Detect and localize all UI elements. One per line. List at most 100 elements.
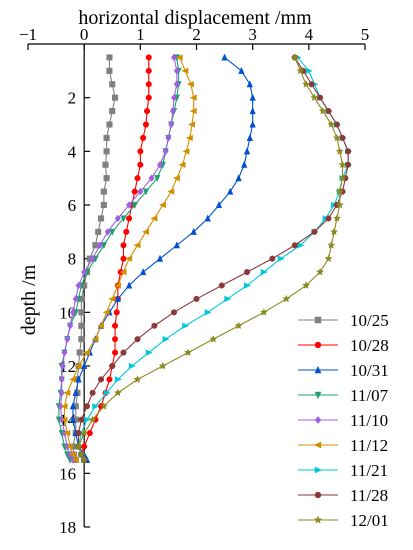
series-11-28 (75, 54, 352, 463)
data-point (67, 321, 74, 330)
data-point (69, 402, 77, 410)
data-point (113, 309, 120, 316)
data-point (249, 93, 256, 101)
data-point (173, 241, 181, 249)
data-point (112, 94, 119, 101)
data-point (95, 228, 102, 235)
data-point (89, 254, 96, 263)
data-point (133, 375, 142, 383)
data-point (314, 391, 322, 400)
data-point (311, 228, 318, 235)
data-point (345, 161, 352, 168)
data-point (109, 228, 116, 236)
legend-item: 11/28 (298, 486, 388, 505)
legend-label: 10/28 (350, 336, 389, 355)
series-line (77, 57, 349, 461)
data-point (142, 121, 149, 128)
data-point (97, 376, 105, 383)
legend-item: 11/07 (298, 386, 389, 405)
data-point (310, 93, 319, 102)
data-point (137, 148, 144, 155)
x-tick-label: 1 (136, 25, 145, 44)
legend-label: 11/10 (350, 411, 388, 430)
data-point (332, 214, 341, 222)
data-point (153, 175, 161, 183)
data-point (235, 174, 242, 182)
series-line (77, 57, 344, 461)
data-point (78, 309, 85, 316)
data-point (61, 348, 68, 357)
data-point (204, 214, 211, 222)
data-point (119, 268, 127, 276)
data-point (187, 121, 196, 128)
data-point (68, 376, 76, 383)
data-point (96, 241, 104, 250)
legend-label: 11/21 (350, 461, 388, 480)
data-point (277, 255, 285, 262)
data-point (314, 416, 322, 424)
data-point (145, 349, 153, 356)
legend-item: 11/10 (298, 411, 388, 430)
data-point (173, 67, 180, 75)
data-point (80, 428, 89, 437)
data-point (114, 294, 122, 302)
data-point (238, 66, 245, 74)
data-point (260, 268, 268, 276)
data-point (81, 268, 88, 276)
data-point (83, 403, 91, 410)
data-point (75, 281, 82, 290)
data-point (141, 228, 149, 236)
data-point (102, 309, 110, 316)
data-point (335, 200, 344, 209)
data-point (134, 175, 141, 182)
data-point (178, 161, 186, 168)
data-point (345, 148, 352, 155)
series-line (63, 57, 195, 461)
y-tick-label: 14 (59, 411, 77, 430)
data-point (78, 416, 85, 423)
data-point (330, 227, 339, 236)
data-point (259, 308, 268, 316)
data-point (221, 53, 228, 61)
data-point (145, 81, 152, 88)
data-point (109, 108, 116, 115)
data-point (204, 309, 212, 316)
data-point (325, 215, 332, 222)
series-layer (55, 53, 353, 464)
data-point (313, 441, 322, 449)
data-point (80, 361, 88, 370)
data-point (120, 215, 127, 223)
data-point (72, 295, 79, 303)
data-point (185, 134, 193, 142)
data-point (170, 53, 178, 62)
data-point (58, 389, 65, 397)
y-tick-label: 18 (59, 518, 76, 537)
data-point (148, 174, 155, 182)
data-point (83, 416, 91, 423)
data-point (63, 389, 71, 397)
data-point (60, 416, 68, 423)
data-point (88, 415, 97, 424)
data-point (134, 336, 141, 343)
data-point (246, 80, 254, 88)
data-point (291, 242, 298, 249)
x-tick-label: 0 (80, 25, 89, 44)
data-point (125, 255, 133, 262)
data-point (78, 336, 85, 343)
data-point (189, 107, 197, 115)
data-point (181, 67, 189, 75)
data-point (114, 376, 122, 383)
data-point (102, 161, 109, 168)
data-point (241, 160, 248, 168)
data-point (318, 106, 327, 115)
data-point (168, 120, 175, 129)
data-point (131, 201, 138, 210)
data-point (97, 322, 105, 329)
data-point (175, 54, 183, 61)
legend-label: 10/25 (350, 311, 389, 330)
legend-label: 11/07 (350, 386, 389, 405)
data-point (114, 214, 121, 223)
series-11-21 (75, 54, 353, 464)
data-point (144, 108, 151, 115)
data-point (317, 94, 324, 101)
